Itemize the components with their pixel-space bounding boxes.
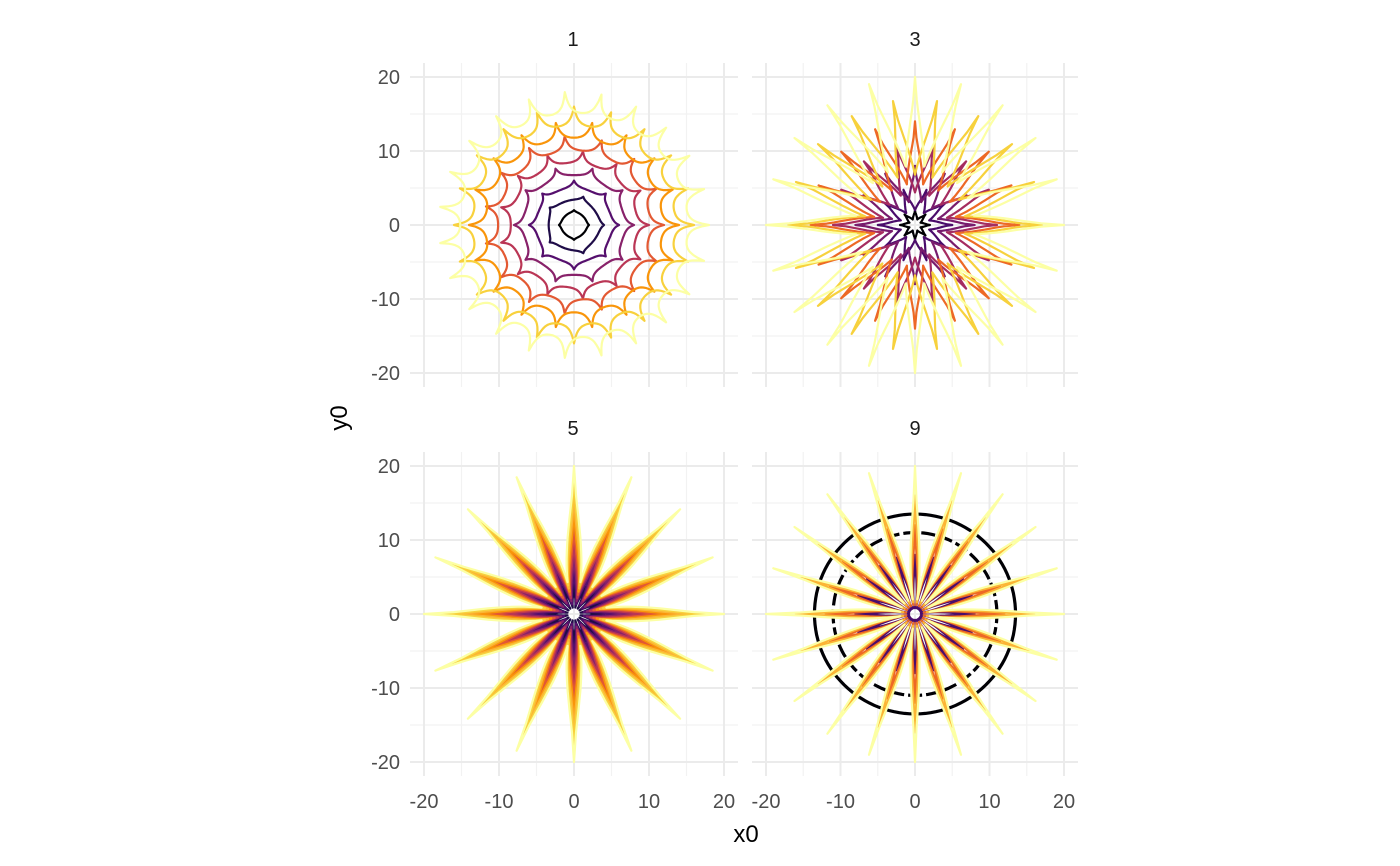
y-tick-label: -20 (371, 752, 400, 774)
series-curve (809, 120, 1021, 330)
x-tick-label: 0 (909, 791, 920, 813)
y-tick-label: 10 (378, 530, 400, 552)
strip-title-1: 1 (567, 29, 578, 51)
series-curve (484, 135, 666, 315)
series-curve (547, 195, 606, 255)
y-tick-label: -10 (371, 678, 400, 700)
y-tick-label: 0 (389, 604, 400, 626)
panel-3: 3 (752, 29, 1078, 387)
panel-1: 1 -20 -10 0 10 20 (371, 29, 738, 387)
series-curve (500, 150, 651, 300)
x-tick-label: 10 (638, 791, 660, 813)
x-axis-title: x0 (733, 821, 758, 848)
series-curve (899, 209, 931, 241)
series-curve (527, 179, 621, 271)
x-tick-label: 20 (713, 791, 735, 813)
x-tick-label: -20 (752, 791, 781, 813)
series-curve (764, 464, 1066, 764)
x-tick-label: 10 (978, 791, 1000, 813)
y-tick-label: 0 (389, 215, 400, 237)
y-tick-label: 20 (378, 67, 400, 89)
y-axis-title: y0 (326, 405, 353, 430)
strip-title-3: 3 (909, 29, 920, 51)
series-curve (831, 144, 999, 306)
strip-title-5: 5 (567, 418, 578, 440)
series-curve (876, 188, 954, 262)
series-curve (512, 167, 636, 283)
y-tick-label: 20 (378, 456, 400, 478)
series-curve (557, 209, 591, 241)
panel-5: 5 -20 -10 0 10 20 -20 -10 0 10 20 (371, 418, 738, 813)
x-tick-label: -10 (485, 791, 514, 813)
series-curve (787, 100, 1043, 350)
strip-title-9: 9 (909, 418, 920, 440)
x-tick-label: -10 (826, 791, 855, 813)
series-curve (467, 121, 681, 329)
panel-9: 9 -20 -10 0 10 20 (752, 418, 1078, 813)
y-tick-label: -20 (371, 363, 400, 385)
x-tick-label: -20 (410, 791, 439, 813)
x-tick-label: 0 (568, 791, 579, 813)
y-tick-label: 10 (378, 141, 400, 163)
series-curve (452, 105, 696, 345)
y-tick-label: -10 (371, 289, 400, 311)
series-curve (422, 464, 726, 764)
x-tick-label: 20 (1053, 791, 1075, 813)
series-curve (854, 164, 976, 286)
series-curve (764, 75, 1066, 375)
series-curve (439, 91, 711, 359)
